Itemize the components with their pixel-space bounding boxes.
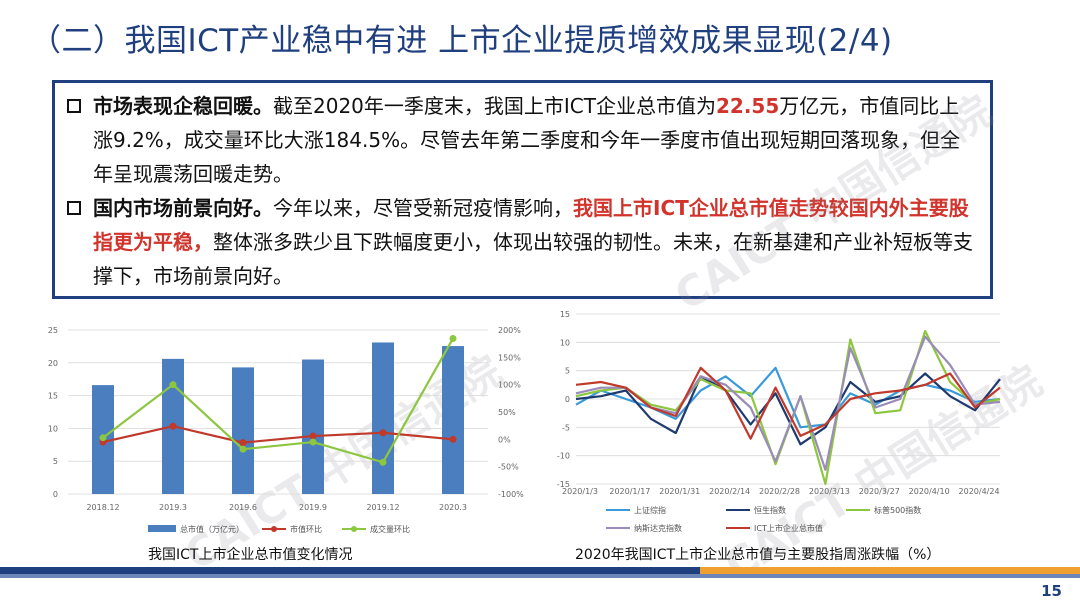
y2-tick-label: 150% [498,353,521,362]
legend-label: ICT上市企业总市值 [754,523,823,533]
y2-tick-label: 200% [498,326,521,335]
page-number: 15 [1041,582,1062,600]
data-point [379,429,387,437]
y2-tick-label: 0% [498,435,511,444]
x-tick-label: 2020/4/24 [959,487,1000,496]
footer-bar [0,567,1080,574]
x-tick-label: 2019.9 [299,503,327,512]
legend-marker [351,526,357,532]
legend-label: 恒生指数 [754,505,786,515]
legend-marker [271,526,277,532]
data-point [99,434,107,442]
paragraph-market-performance: 市场表现企稳回暖。截至2020年一季度末，我国上市ICT企业总市值为22.55万… [67,89,976,191]
slide-title: （二）我国ICT产业稳中有进 上市企业提质增效成果显现(2/4) [30,22,893,59]
series-line [575,366,1001,429]
footer-underline [0,574,1080,578]
y-tick-label: 20 [48,359,58,368]
legend-label: 上证综指 [634,505,666,515]
bar [372,342,394,494]
data-point [169,422,177,430]
weekly-change-chart: -15 -10 -5 0 5 10 15 2020/1/3 2020/1/17 2020/1/31… [557,310,1001,533]
footer-accent-bar [700,567,1080,574]
y2-tick-label: 50% [498,408,516,417]
legend-label: 成交量环比 [370,524,410,534]
x-tick-label: 2020/3/13 [809,487,850,496]
y2-tick-label: -100% [498,490,524,499]
data-point [449,334,457,342]
x-tick-label: 2019.3 [159,503,187,512]
data-point [239,445,247,453]
x-tick-label: 2019.6 [229,503,257,512]
data-point [309,438,317,446]
x-tick-label: 2020/3/27 [859,487,900,496]
p1-lead: 市场表现企稳回暖。 [93,94,273,118]
summary-text-box: 市场表现企稳回暖。截至2020年一季度末，我国上市ICT企业总市值为22.55万… [52,80,993,299]
p1-market-value: 22.55 [715,94,780,118]
bar [232,367,254,494]
y-tick-label: 10 [48,424,58,433]
legend-label: 标普500指数 [874,505,921,515]
p1-text-1: 截至2020年一季度末，我国上市ICT企业总市值为 [273,94,716,118]
p2-highlight: 我国上市ICT企业总市值走势较国内外主要股指更为平稳， [93,196,969,254]
p2-lead: 国内市场前景向好。 [93,196,273,220]
data-point [449,435,457,443]
legend-label: 纳斯达克指数 [634,523,682,533]
bar [302,359,324,494]
y2-tick-label: 100% [498,381,521,390]
y-tick-label: 5 [53,457,58,466]
series-line [102,337,454,464]
x-tick-label: 2020/1/31 [659,487,700,496]
y-tick-label: 15 [48,392,58,401]
x-tick-label: 2018.12 [86,503,119,512]
y2-tick-label: -50% [498,463,519,472]
y-tick-label: 0 [53,490,58,499]
y-tick-label: 0 [565,395,570,404]
y-tick-label: 15 [560,310,570,319]
y-tick-label: 5 [565,367,570,376]
x-tick-label: 2020/2/14 [709,487,750,496]
paragraph-market-outlook: 国内市场前景向好。今年以来，尽管受新冠疫情影响，我国上市ICT企业总市值走势较国… [67,191,976,293]
right-chart-caption: 2020年我国ICT上市企业总市值与主要股指周涨跌幅（%） [575,547,941,563]
legend-label: 市值环比 [290,524,322,534]
p2-text-1: 今年以来，尽管受新冠疫情影响， [273,196,573,220]
series-line [575,372,1001,446]
series-line [102,425,454,444]
x-tick-label: 2020.3 [439,503,467,512]
legend-swatch [148,525,176,532]
data-point [309,432,317,440]
data-point [169,381,177,389]
data-point [239,439,247,447]
x-tick-label: 2020/1/17 [609,487,650,496]
y-tick-label: -10 [557,452,570,461]
y-tick-label: -5 [562,423,570,432]
data-point [379,458,387,466]
bar [442,346,464,494]
market-value-chart: 0 5 10 15 20 25 -100% -50% 0% 50% 100% 150% 200% 2018… [48,326,524,534]
y-tick-label: -15 [557,480,570,489]
x-tick-label: 2020/2/28 [759,487,800,496]
legend-label: 总市值（万亿元） [180,524,244,534]
y-tick-label: 25 [48,326,58,335]
x-tick-label: 2020/1/3 [562,487,598,496]
p2-text-2: 整体涨多跌少且下跌幅度更小，体现出较强的韧性。未来，在新基建和产业补短板等支撑下… [93,230,973,288]
left-chart-caption: 我国ICT上市企业总市值变化情况 [148,547,353,563]
series-line [575,366,1001,440]
x-tick-label: 2019.12 [366,503,399,512]
y-tick-label: 10 [560,338,570,347]
p1-text-2: 万亿元，市值同比上涨9.2%，成交量环比大涨184.5%。尽管去年第二季度和今年… [93,94,961,186]
x-tick-label: 2020/4/10 [909,487,950,496]
square-bullet-icon [67,201,81,215]
square-bullet-icon [67,99,81,113]
